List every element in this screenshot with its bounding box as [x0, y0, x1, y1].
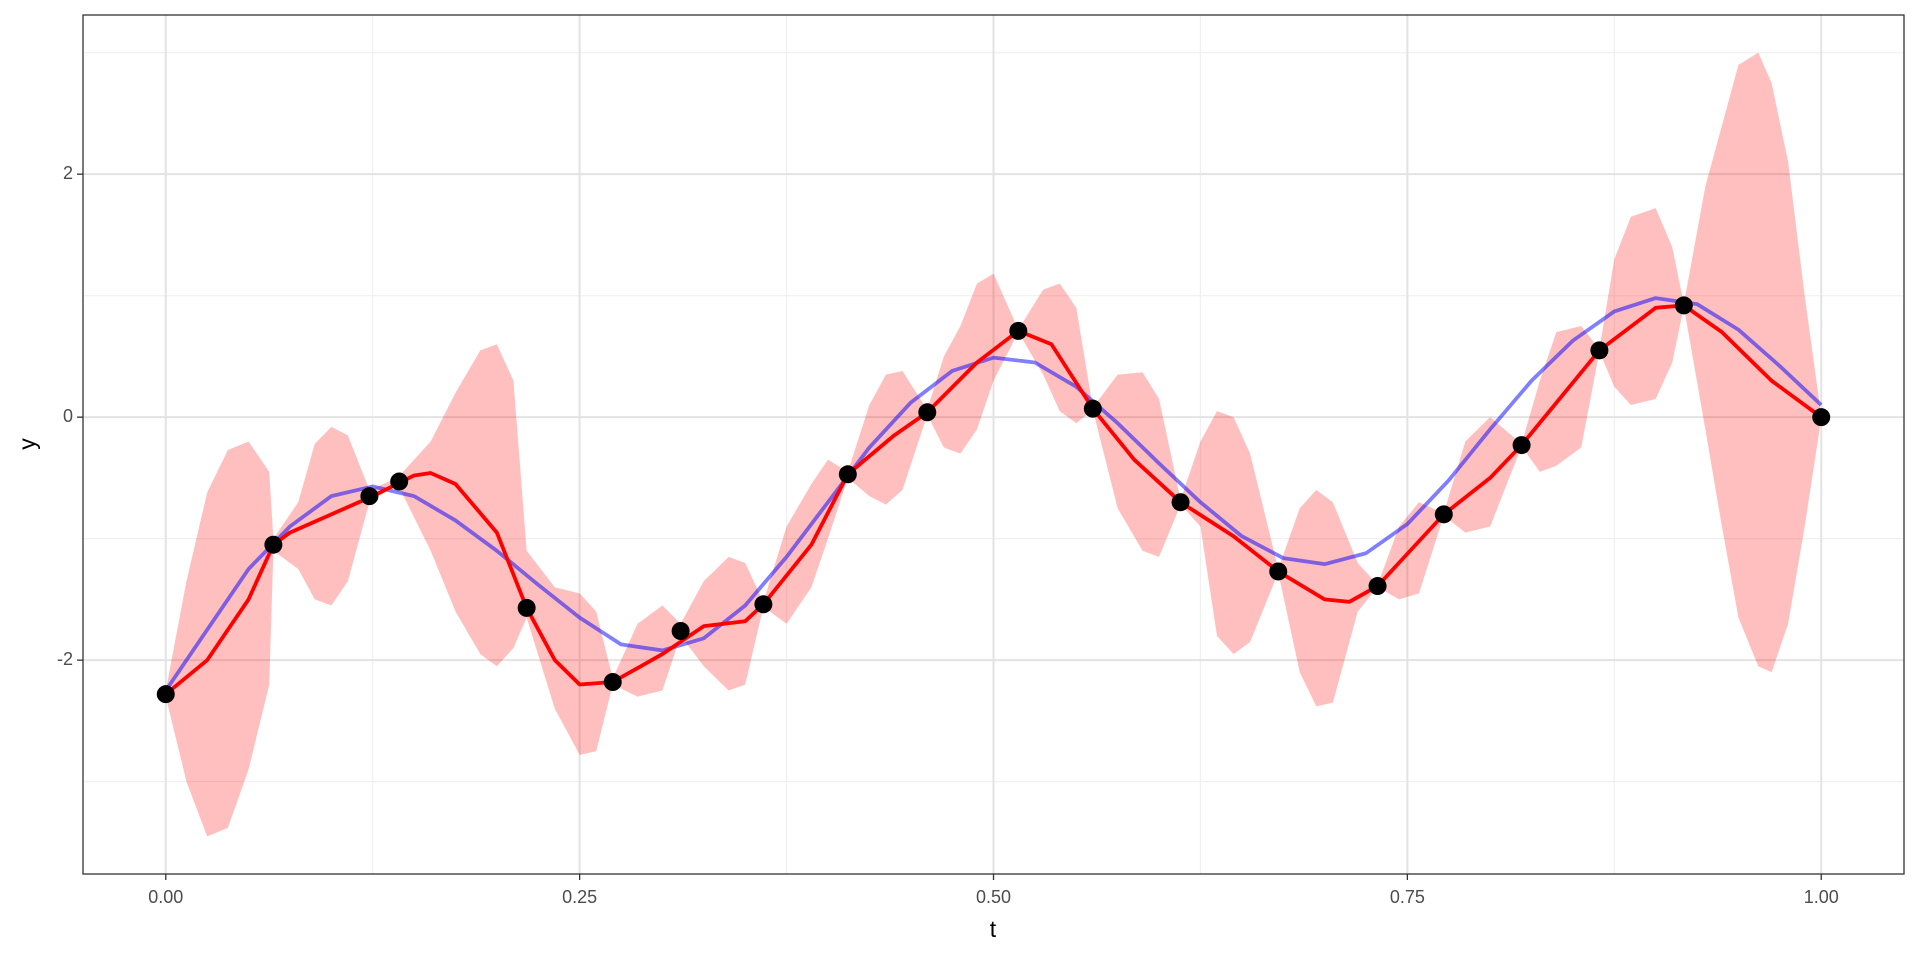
x-tick-label: 0.25	[562, 887, 597, 907]
data-point	[603, 673, 622, 692]
x-axis-title: t	[990, 916, 997, 942]
data-point	[390, 472, 409, 491]
data-point	[1368, 577, 1387, 596]
x-tick-label: 0.75	[1390, 887, 1425, 907]
data-point	[1171, 493, 1190, 512]
data-point	[1269, 562, 1288, 581]
data-point	[360, 487, 379, 506]
grid	[83, 15, 1904, 874]
data-point	[156, 685, 175, 704]
y-tick-label: 0	[63, 406, 73, 426]
data-point	[918, 403, 937, 422]
data-point	[838, 465, 857, 484]
line	[164, 296, 1823, 692]
data-point	[1434, 505, 1453, 524]
marks	[156, 52, 1831, 837]
data-point	[1590, 341, 1609, 360]
x-tick-label: 0.50	[976, 887, 1011, 907]
data-point	[1674, 296, 1693, 315]
y-axis-title: y	[14, 438, 40, 450]
data-point	[517, 598, 536, 617]
line	[164, 303, 1823, 696]
data-point	[754, 595, 773, 614]
x-tick-label: 1.00	[1804, 887, 1839, 907]
x-tick-label: 0.00	[148, 887, 183, 907]
data-point	[1083, 399, 1102, 418]
y-tick-label: -2	[57, 649, 73, 669]
data-point	[1512, 436, 1531, 455]
data-point	[264, 535, 283, 554]
data-point	[1009, 321, 1028, 340]
data-point	[1812, 408, 1831, 427]
ribbon	[165, 52, 1822, 837]
y-tick-label: 2	[63, 163, 73, 183]
data-point	[671, 622, 690, 641]
